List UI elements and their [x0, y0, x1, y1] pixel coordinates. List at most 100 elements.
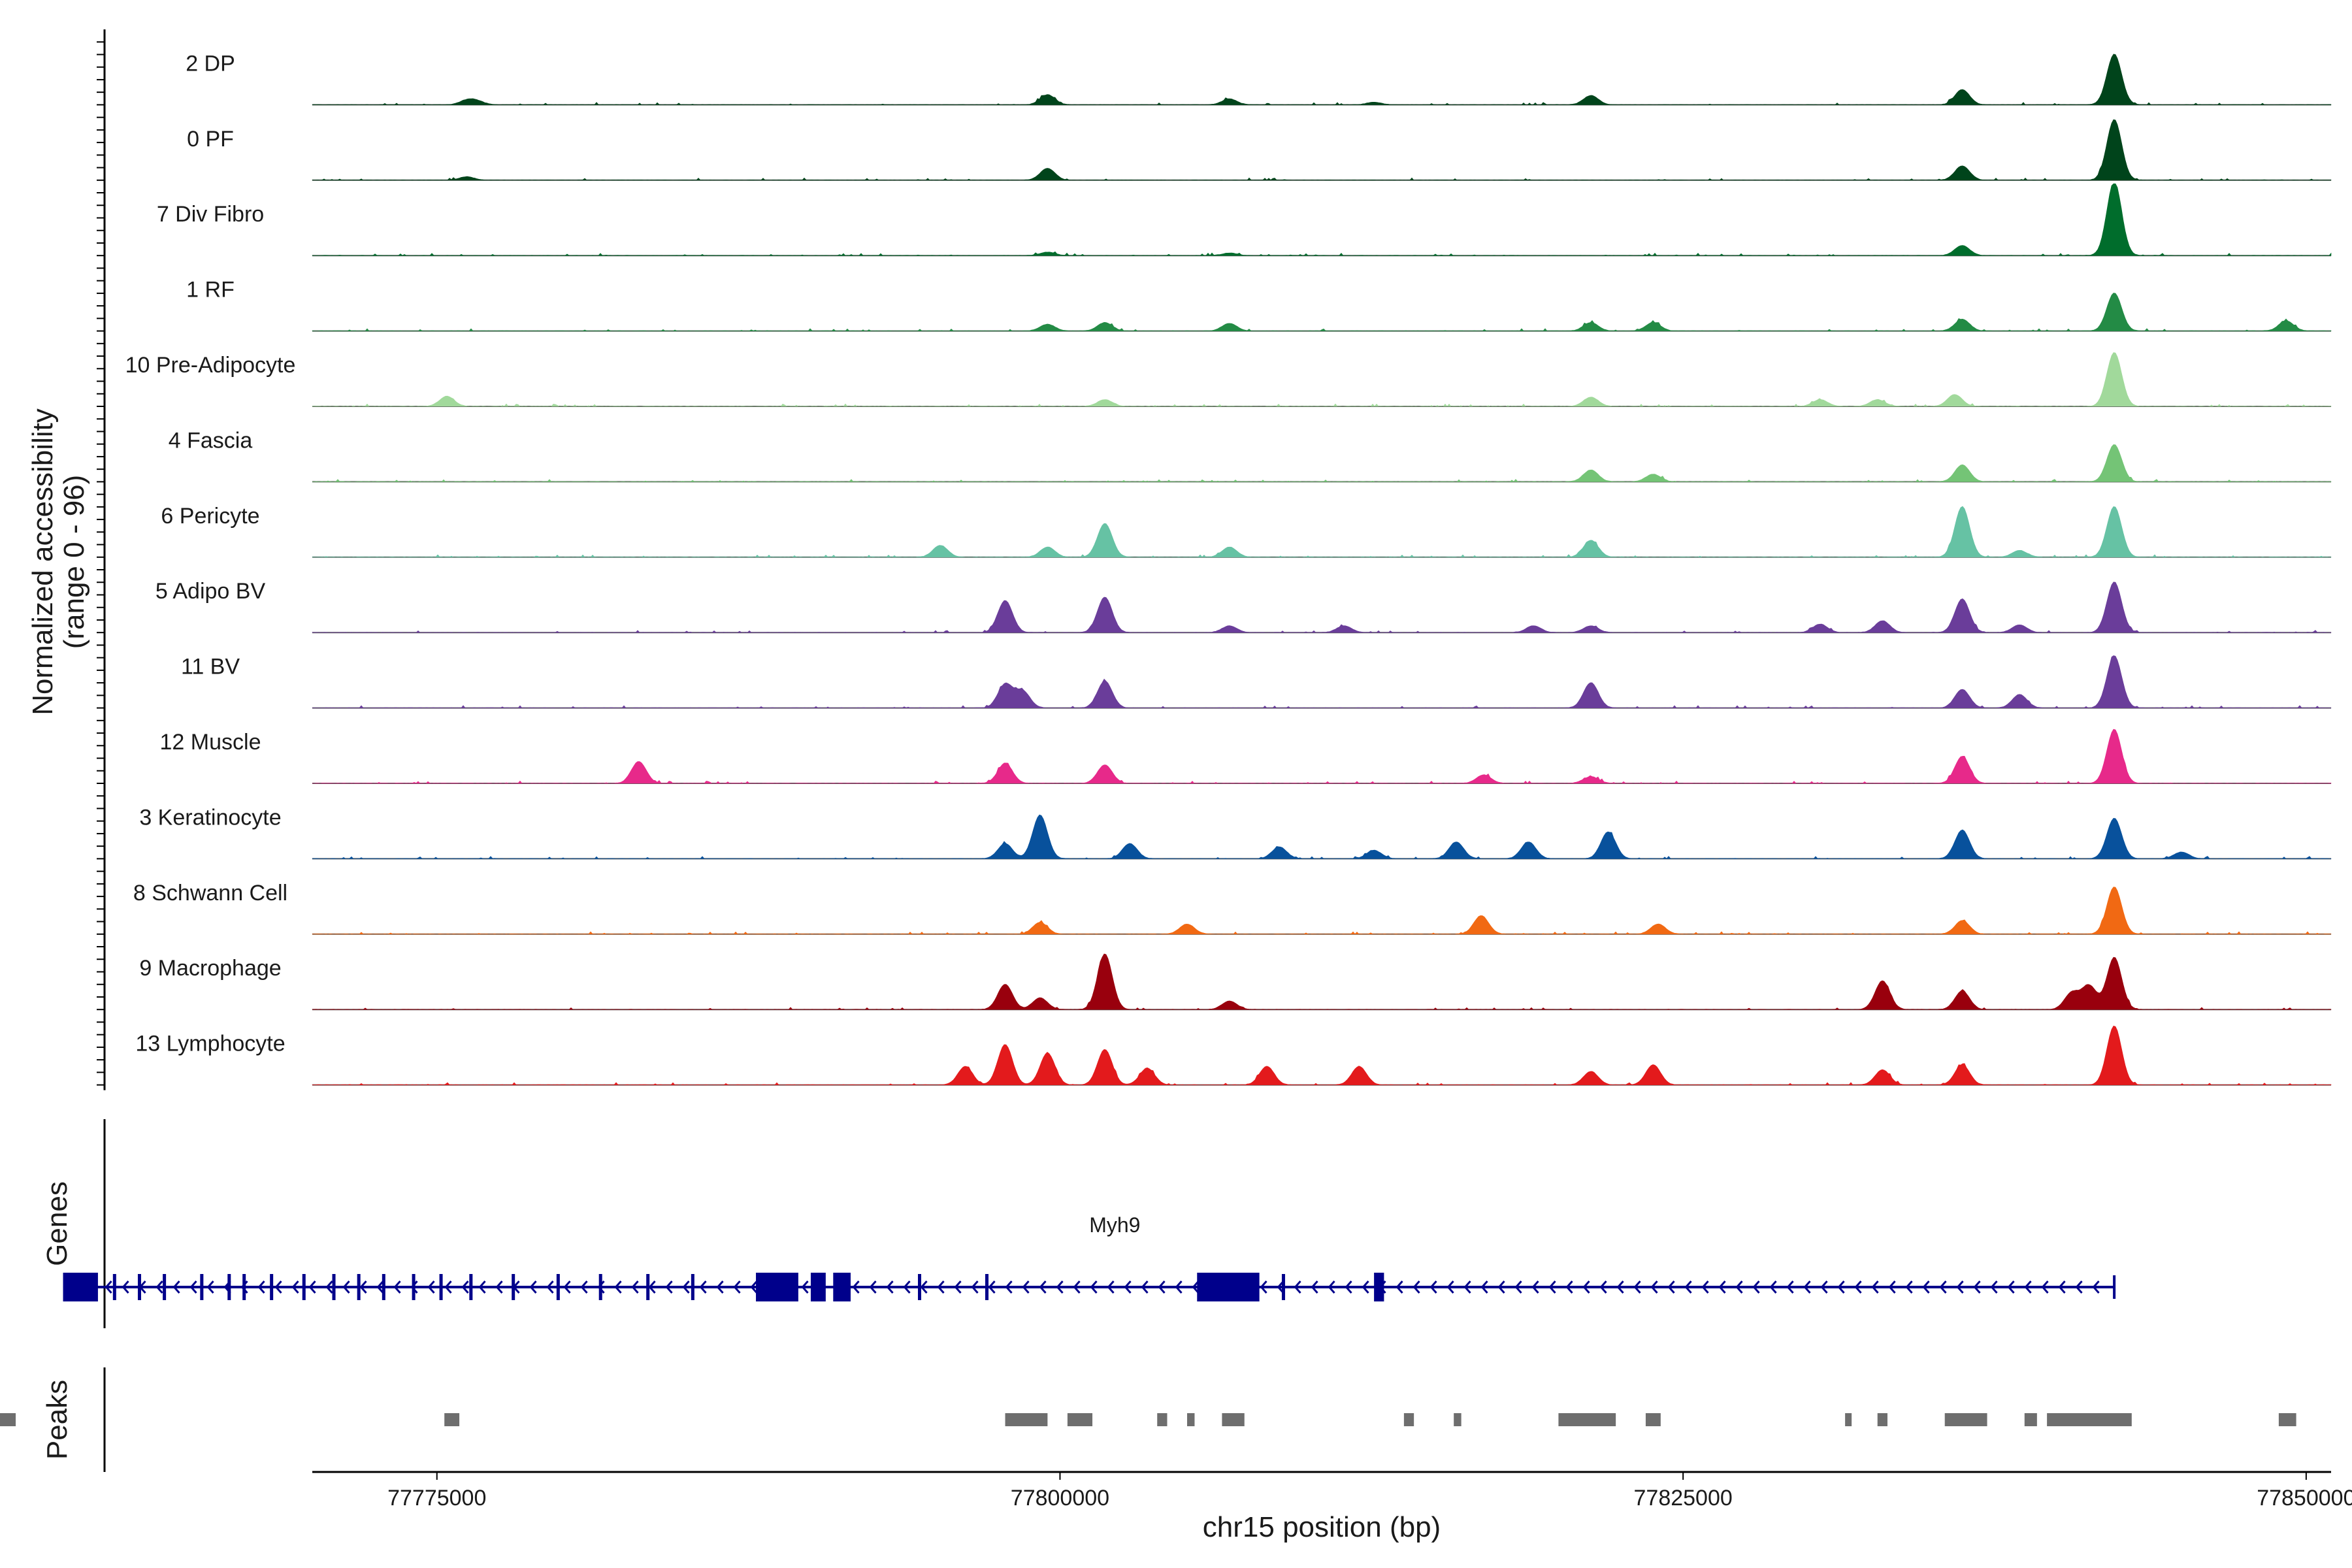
strand-arrow: [1905, 1281, 1913, 1294]
strand-arrow: [801, 1281, 809, 1294]
strand-arrow: [495, 1281, 503, 1294]
strand-arrow: [1039, 1281, 1047, 1294]
strand-arrow: [257, 1281, 265, 1294]
strand-arrow: [1888, 1281, 1896, 1294]
gene-exon: [1281, 1274, 1285, 1300]
track-label: 9 Macrophage: [139, 956, 281, 981]
strand-arrow: [427, 1281, 435, 1294]
strand-arrow: [1854, 1281, 1862, 1294]
peak-region: [1944, 1413, 1987, 1426]
gene-exon: [200, 1274, 204, 1300]
gene-name: Myh9: [1089, 1213, 1140, 1237]
strand-arrow: [869, 1281, 877, 1294]
gene-exon: [512, 1274, 515, 1300]
gene-exon: [810, 1273, 826, 1301]
track-label: 3 Keratinocyte: [139, 805, 281, 830]
x-tick-label: 77800000: [1011, 1486, 1109, 1511]
strand-arrow: [189, 1281, 197, 1294]
strand-arrow: [1752, 1281, 1760, 1294]
peak-region: [1645, 1413, 1661, 1426]
gene-exon: [1374, 1273, 1384, 1301]
strand-arrow: [155, 1281, 163, 1294]
gene-exon: [357, 1274, 361, 1300]
strand-arrow: [1701, 1281, 1709, 1294]
gene-exon: [302, 1274, 306, 1300]
strand-arrow: [1107, 1281, 1115, 1294]
gene-exon: [756, 1273, 798, 1301]
peak-region: [1845, 1413, 1852, 1426]
strand-arrow: [1684, 1281, 1692, 1294]
strand-arrow: [750, 1281, 758, 1294]
strand-arrow: [1667, 1281, 1675, 1294]
gene-track: Genes Myh9: [41, 1119, 2116, 1328]
strand-arrow: [699, 1281, 707, 1294]
position-x-axis: 77775000 77800000 77825000 77850000 chr15 po…: [312, 1471, 2352, 1543]
gene-exon: [382, 1274, 385, 1300]
accessibility-y-axis: Normalized accessibility (range 0 - 96): [27, 29, 106, 1090]
strand-arrow: [648, 1281, 656, 1294]
peak-region: [0, 1413, 16, 1426]
coverage-area: [312, 728, 2332, 784]
strand-arrow: [1005, 1281, 1013, 1294]
strand-arrow: [1328, 1281, 1335, 1294]
coverage-area: [312, 54, 2332, 105]
strand-arrow: [1413, 1281, 1420, 1294]
strand-arrow: [342, 1281, 350, 1294]
strand-arrow: [597, 1281, 605, 1294]
gene-exon: [469, 1274, 473, 1300]
coverage-tracks: 2 DP 0 PF 7 Div Fibro 1 RF 10 Pre-Adipocyte 4…: [125, 51, 2332, 1086]
peaks-track: Peaks: [0, 1367, 2296, 1472]
strand-arrow: [954, 1281, 962, 1294]
strand-arrow: [1345, 1281, 1352, 1294]
strand-arrow: [1939, 1281, 1947, 1294]
strand-arrow: [1599, 1281, 1607, 1294]
peak-region: [444, 1413, 460, 1426]
coverage-area: [312, 887, 2332, 935]
strand-arrow: [1803, 1281, 1811, 1294]
strand-arrow: [631, 1281, 639, 1294]
genes-track-label: Genes: [41, 1181, 73, 1266]
gene-exon: [270, 1274, 274, 1300]
peak-region: [2047, 1413, 2132, 1426]
coverage-area: [312, 581, 2332, 633]
strand-arrow: [1871, 1281, 1879, 1294]
strand-arrow: [886, 1281, 894, 1294]
gene-exon: [833, 1273, 851, 1301]
coverage-area: [312, 953, 2332, 1010]
strand-arrow: [1124, 1281, 1132, 1294]
track-label: 13 Lymphocyte: [135, 1032, 285, 1056]
gene-exon: [63, 1273, 98, 1301]
track-label: 7 Div Fibro: [157, 202, 264, 227]
gene-exon: [918, 1274, 921, 1300]
strand-arrow: [546, 1281, 554, 1294]
strand-arrow: [410, 1281, 418, 1294]
strand-arrow: [1616, 1281, 1624, 1294]
strand-arrow: [1786, 1281, 1794, 1294]
coverage-area: [312, 119, 2332, 181]
strand-arrow: [563, 1281, 571, 1294]
gene-exon: [985, 1274, 988, 1300]
peak-region: [1558, 1413, 1616, 1426]
strand-arrow: [1141, 1281, 1149, 1294]
track-label: 0 PF: [187, 127, 234, 152]
strand-arrow: [1260, 1281, 1267, 1294]
strand-arrow: [444, 1281, 452, 1294]
strand-arrow: [682, 1281, 690, 1294]
strand-arrow: [1650, 1281, 1658, 1294]
strand-arrow: [2092, 1281, 2100, 1294]
peak-region: [2024, 1413, 2037, 1426]
peak-region: [2278, 1413, 2296, 1426]
track-label: 6 Pericyte: [161, 504, 259, 529]
strand-arrow: [1429, 1281, 1437, 1294]
strand-arrow: [105, 1281, 112, 1294]
strand-arrow: [988, 1281, 996, 1294]
coverage-area: [312, 506, 2332, 558]
strand-arrow: [308, 1281, 316, 1294]
strand-arrow: [1565, 1281, 1573, 1294]
strand-arrow: [122, 1281, 129, 1294]
strand-arrow: [1990, 1281, 1998, 1294]
strand-arrow: [274, 1281, 282, 1294]
strand-arrow: [580, 1281, 588, 1294]
strand-arrow: [2075, 1281, 2083, 1294]
